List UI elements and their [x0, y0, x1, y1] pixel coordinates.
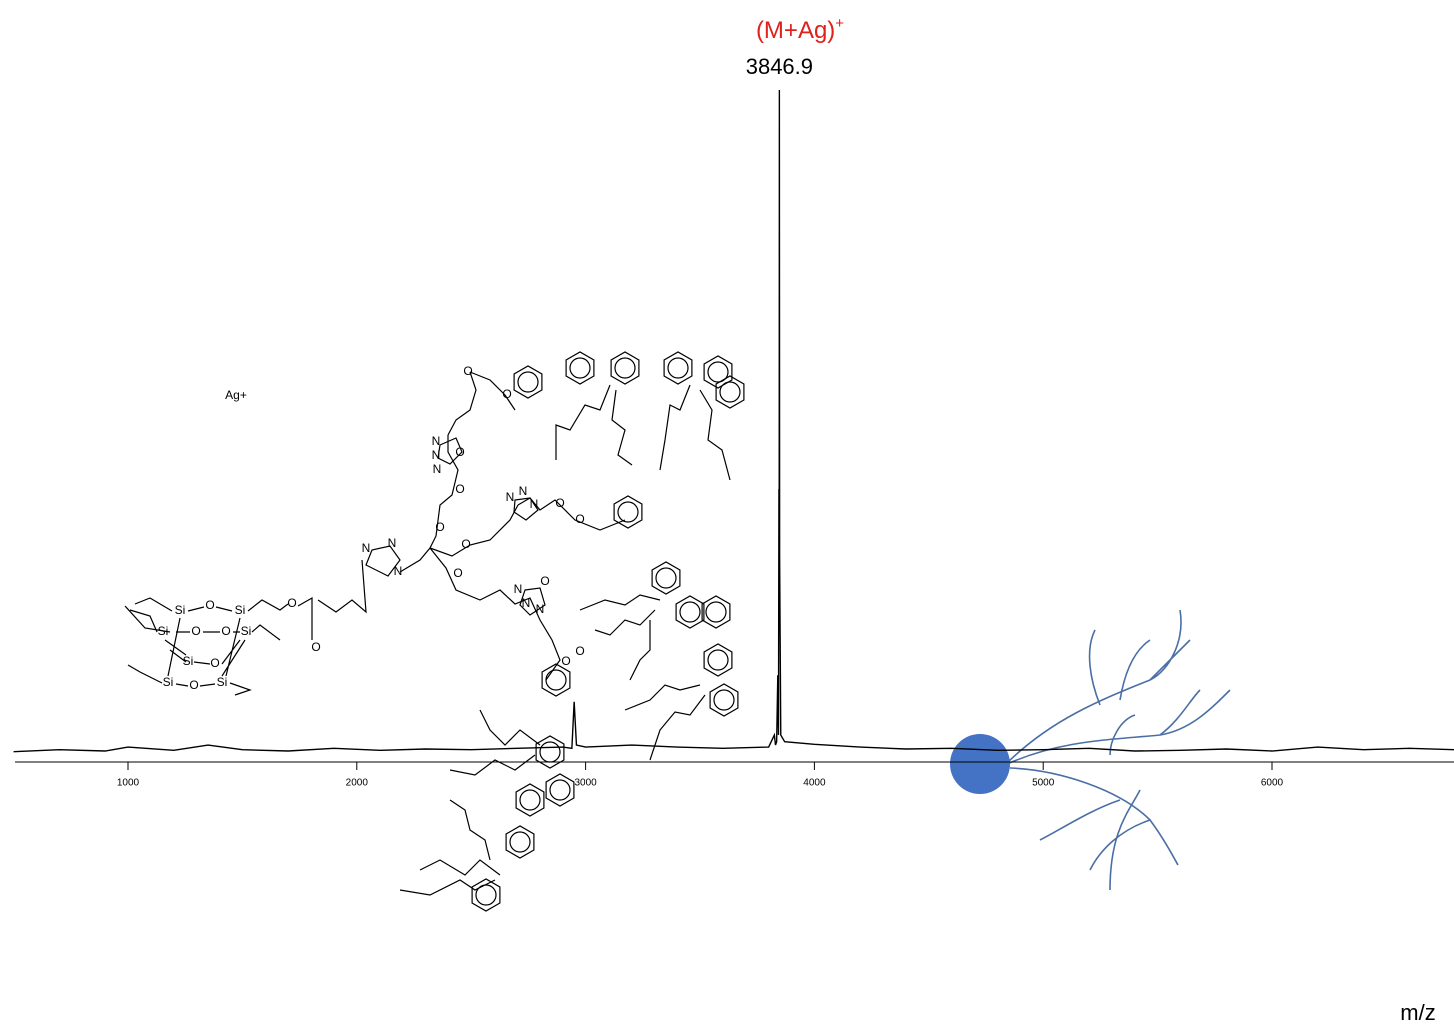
- atom-label: N: [432, 434, 441, 448]
- atom-label: O: [455, 445, 464, 459]
- atom-label: N: [530, 497, 539, 511]
- atom-label: N: [432, 448, 441, 462]
- aromatic-ring: [715, 375, 745, 409]
- annotation-superscript: +: [835, 15, 844, 32]
- atom-label: O: [575, 512, 584, 526]
- ring-inner: [519, 789, 541, 811]
- atom-label: N: [394, 564, 403, 578]
- atom-label: O: [210, 656, 219, 670]
- aromatic-ring: [565, 351, 595, 385]
- atom-label: O: [453, 566, 462, 580]
- atom-label: N: [522, 596, 531, 610]
- atom-label: O: [463, 364, 472, 378]
- x-tick-label: 4000: [803, 778, 826, 789]
- ring-inner: [713, 689, 735, 711]
- atom-label: N: [536, 602, 545, 616]
- atom-label: Si: [163, 675, 174, 689]
- aromatic-ring: [545, 773, 575, 807]
- x-axis-label: m/z: [1400, 1000, 1435, 1025]
- peak-annotation: (M+Ag)+: [756, 15, 844, 44]
- x-tick-label: 1000: [117, 778, 140, 789]
- atom-label: Si: [217, 675, 228, 689]
- bond: [437, 437, 546, 616]
- x-tick-label: 5000: [1032, 778, 1055, 789]
- atom-label: N: [388, 536, 397, 550]
- alkyl-chain: [399, 384, 731, 896]
- atom-label: O: [311, 640, 320, 654]
- atom-label: O: [205, 598, 214, 612]
- ring-inner: [707, 649, 729, 671]
- ring-inner: [679, 601, 701, 623]
- aromatic-ring: [703, 643, 733, 677]
- x-tick-label: 3000: [574, 778, 597, 789]
- spectrum-line: [13, 89, 1454, 753]
- ring-inner: [707, 361, 729, 383]
- aromatic-ring: [515, 783, 545, 817]
- core-circle: [950, 734, 1010, 794]
- atom-label: N: [519, 484, 528, 498]
- atom-label: O: [540, 574, 549, 588]
- ion-label: Ag+: [225, 388, 247, 402]
- atom-label: N: [506, 490, 515, 504]
- atom-label: Si: [158, 624, 169, 638]
- atom-label: N: [362, 541, 371, 555]
- aromatic-ring: [675, 595, 705, 629]
- atom-label: O: [221, 624, 230, 638]
- ring-inner: [667, 357, 689, 379]
- atom-label: O: [287, 596, 296, 610]
- ring-inner: [655, 567, 677, 589]
- annotation-text: (M+Ag): [756, 17, 835, 44]
- aromatic-ring: [663, 351, 693, 385]
- aromatic-ring: [513, 365, 543, 399]
- atom-label: O: [555, 496, 564, 510]
- atom-label: Si: [175, 603, 186, 617]
- aromatic-ring: [613, 495, 643, 529]
- ring-inner: [705, 601, 727, 623]
- atom-label: Si: [235, 603, 246, 617]
- atom-label: N: [433, 462, 442, 476]
- bond: [365, 371, 626, 681]
- aromatic-ring: [471, 878, 501, 912]
- aromatic-ring: [701, 595, 731, 629]
- atom-label: O: [455, 482, 464, 496]
- ring-inner: [517, 371, 539, 393]
- ring-inner: [617, 501, 639, 523]
- ring-inner: [614, 357, 636, 379]
- ring-inner: [719, 381, 741, 403]
- atom-label: N: [514, 582, 523, 596]
- ring-inner: [549, 779, 571, 801]
- aromatic-ring: [709, 683, 739, 717]
- peak-label: 3846.9: [746, 54, 813, 79]
- x-tick-label: 6000: [1261, 778, 1284, 789]
- atom-label: O: [461, 537, 470, 551]
- aromatic-ring: [610, 351, 640, 385]
- x-tick-label: 2000: [346, 778, 369, 789]
- ring-inner: [539, 741, 561, 763]
- atom-label: Si: [241, 624, 252, 638]
- atom-label: O: [435, 520, 444, 534]
- atom-label: O: [189, 678, 198, 692]
- bond: [124, 559, 367, 696]
- ring-inner: [569, 357, 591, 379]
- branch: [1004, 609, 1231, 891]
- aromatic-ring: [541, 663, 571, 697]
- atom-label: Si: [183, 654, 194, 668]
- atom-label: O: [561, 654, 570, 668]
- aromatic-ring: [535, 735, 565, 769]
- aromatic-ring: [651, 561, 681, 595]
- aromatic-ring: [505, 825, 535, 859]
- atom-label: O: [191, 624, 200, 638]
- aromatic-ring: [703, 355, 733, 389]
- ring-inner: [545, 669, 567, 691]
- atom-label: O: [575, 644, 584, 658]
- atom-label: O: [502, 387, 511, 401]
- ring-inner: [509, 831, 531, 853]
- ring-inner: [475, 884, 497, 906]
